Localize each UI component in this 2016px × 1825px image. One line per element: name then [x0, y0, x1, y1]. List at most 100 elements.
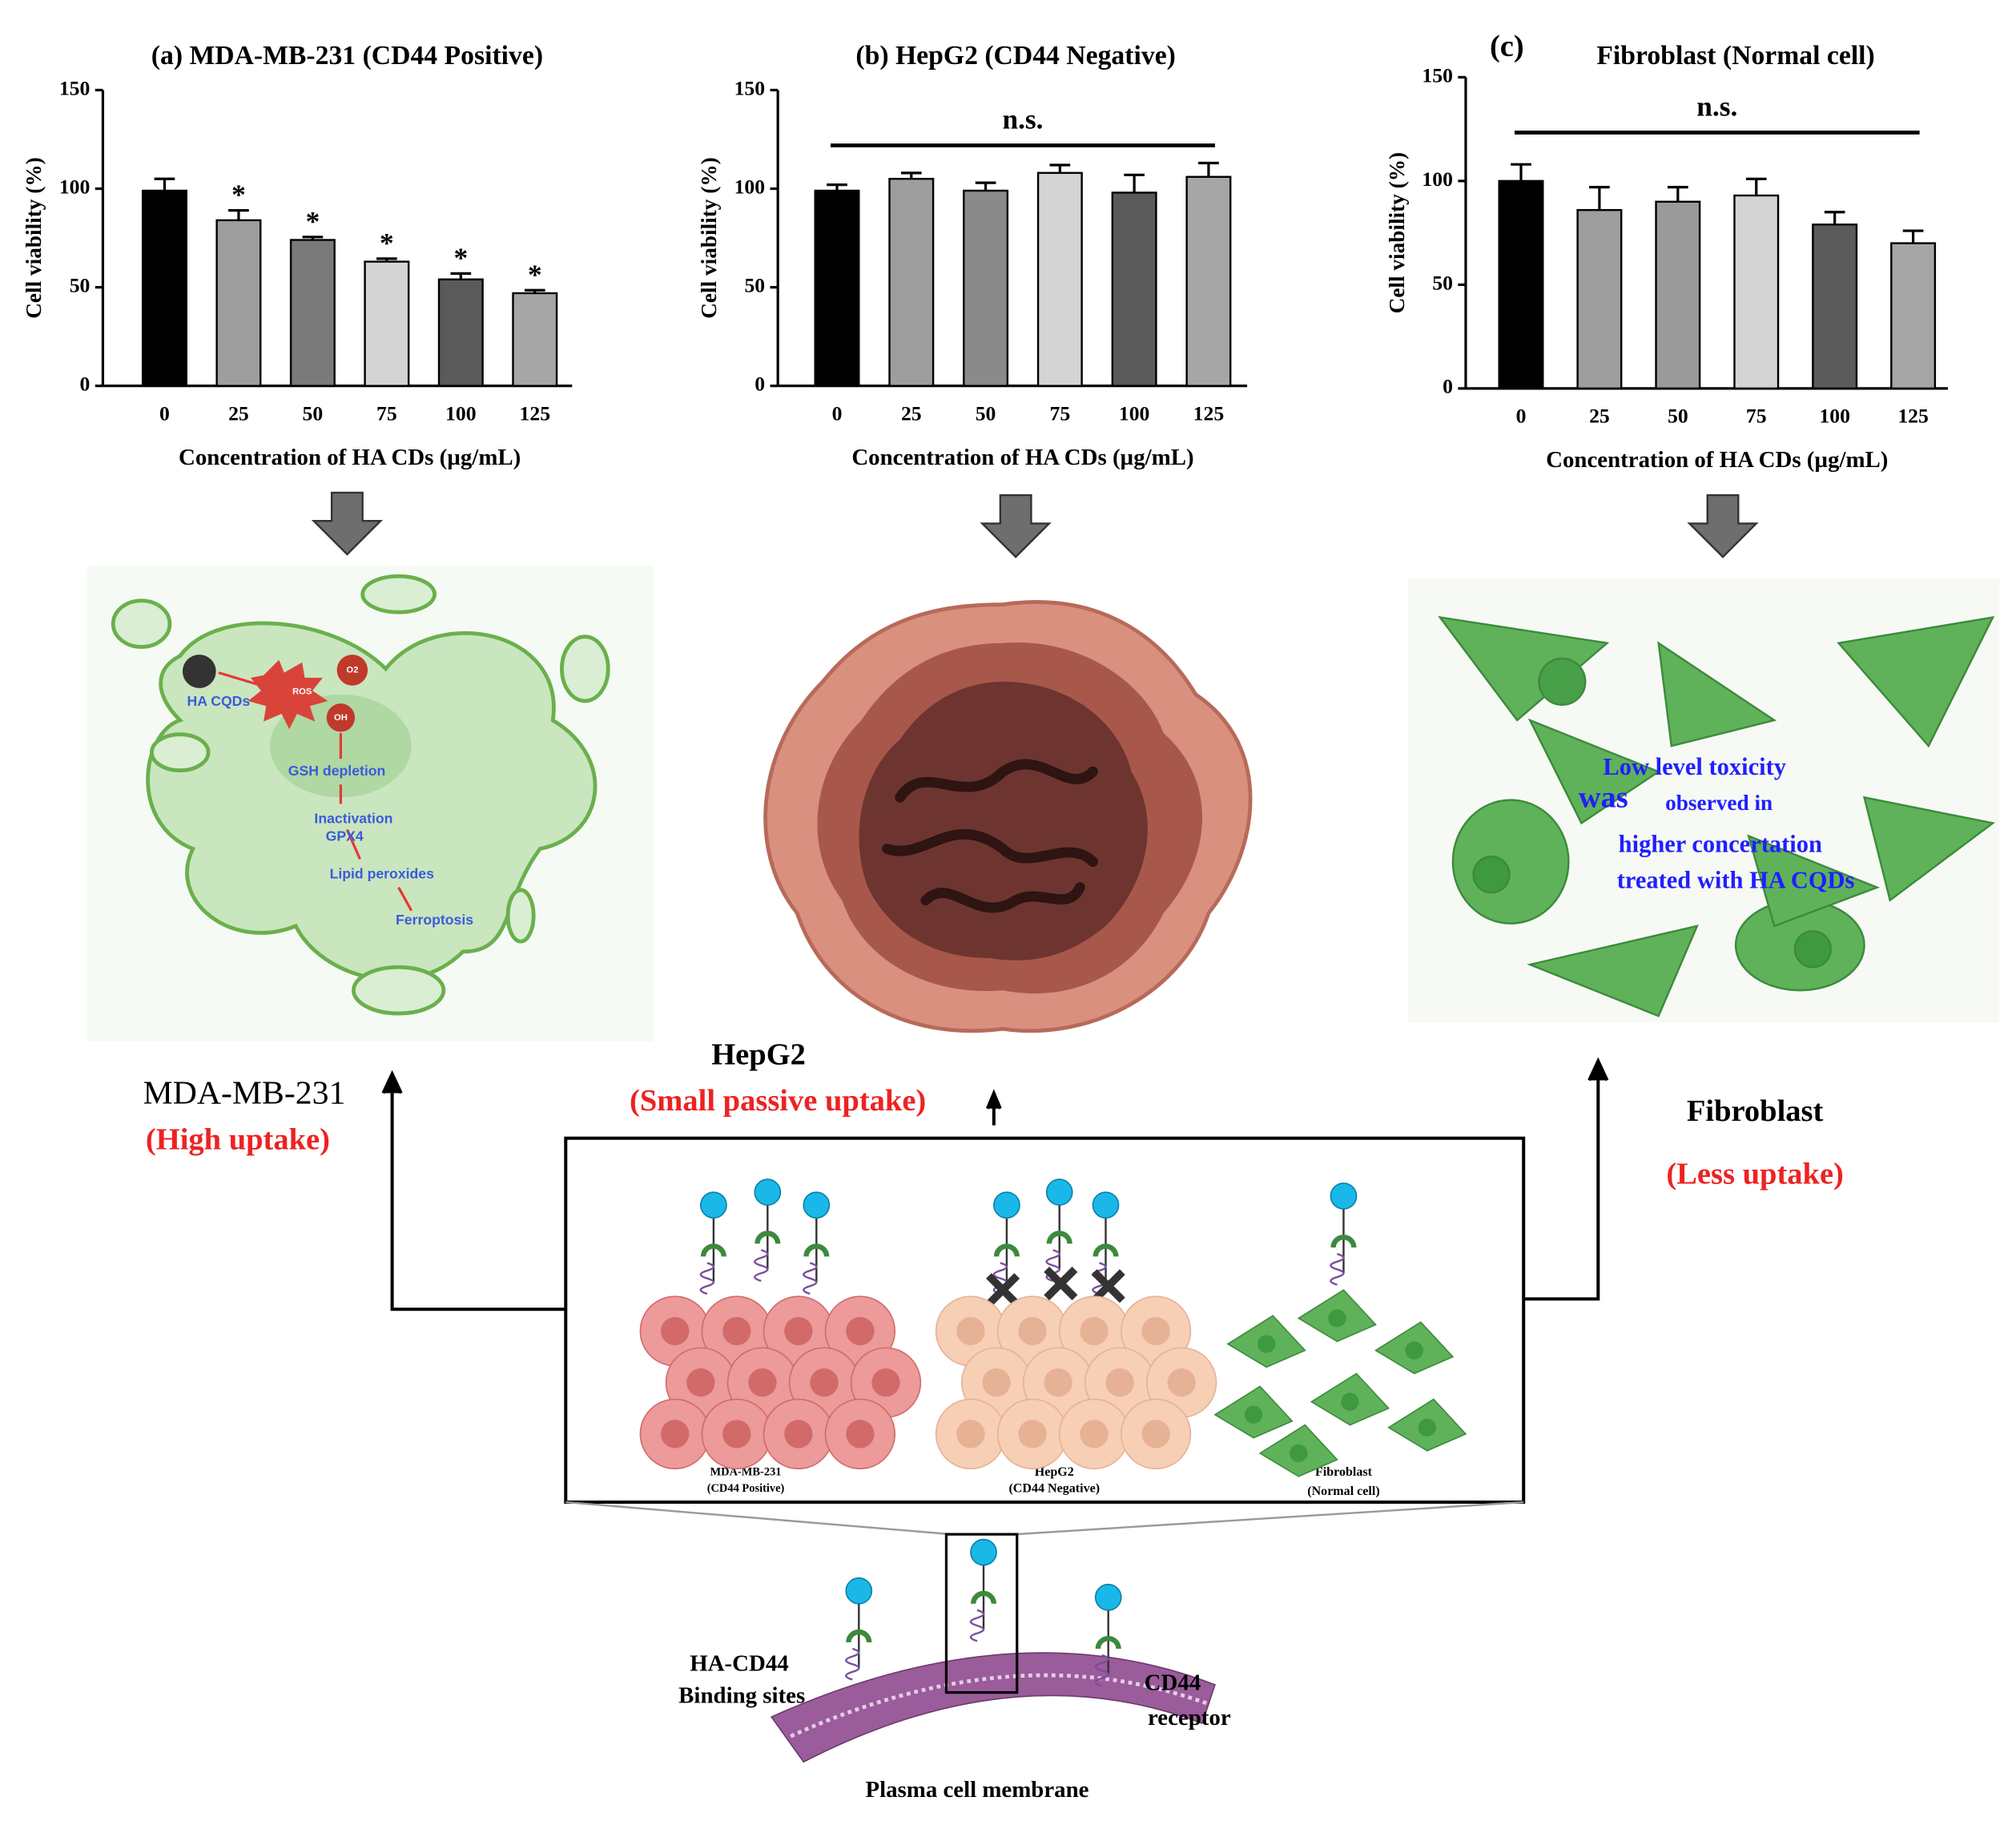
cell-name: Fibroblast [1315, 1465, 1373, 1479]
nucleus [1167, 1368, 1196, 1397]
cell-label: Lipid peroxides [330, 865, 435, 881]
nucleus [1244, 1405, 1263, 1424]
bar [1733, 194, 1780, 390]
arrows [311, 491, 1759, 558]
cell-label: Ferroptosis [396, 912, 473, 928]
x-tick-label: 75 [1746, 405, 1767, 428]
bar [1576, 208, 1623, 390]
nucleus [661, 1420, 690, 1448]
nucleus [722, 1420, 751, 1448]
chart-title: (a) MDA-MB-231 (CD44 Positive) [151, 41, 543, 71]
nucleus [1105, 1368, 1134, 1397]
chart-title: Fibroblast (Normal cell) [1596, 41, 1874, 71]
membrane-title: Plasma cell membrane [865, 1777, 1088, 1803]
bar [1890, 242, 1937, 390]
y-tick-label: 50 [744, 273, 765, 296]
x-tick-label: 0 [832, 401, 843, 425]
bar [512, 292, 558, 387]
y-axis-label: Cell viability (%) [22, 157, 46, 318]
x-tick-label: 25 [228, 401, 249, 425]
uptake-label: (Less uptake) [1666, 1158, 1843, 1191]
x-tick-label: 50 [976, 401, 996, 425]
membrane-label: receptor [1148, 1705, 1231, 1730]
y-axis-label: Cell viability (%) [697, 157, 721, 318]
uptake-name: Fibroblast [1687, 1094, 1824, 1128]
x-tick-label: 100 [445, 401, 477, 425]
nucleus [784, 1316, 813, 1346]
bar [437, 278, 484, 387]
x-tick-label: 125 [1193, 401, 1225, 425]
nucleus [1018, 1316, 1047, 1346]
cell-name: HepG2 [1035, 1465, 1074, 1479]
nucleus [1044, 1368, 1072, 1397]
nucleus [748, 1368, 777, 1397]
uptake-name: MDA-MB-231 [143, 1074, 346, 1111]
significance-mark: * [380, 228, 394, 259]
x-tick-label: 50 [1668, 405, 1688, 428]
cell-label: OH [334, 713, 348, 723]
bar [814, 189, 860, 387]
significance-mark: * [528, 259, 542, 290]
y-axis-label: Cell viability (%) [1385, 152, 1409, 313]
significance-mark: * [231, 179, 246, 211]
y-tick-label: 50 [1432, 271, 1453, 294]
nucleus [1080, 1316, 1109, 1346]
membrane-label: CD44 [1145, 1670, 1201, 1696]
bar [289, 239, 336, 387]
nucleus [956, 1420, 985, 1448]
bar [364, 260, 410, 387]
chart: (a) MDA-MB-231 (CD44 Positive) 0 50 100 150 C… [22, 41, 573, 470]
bar [1185, 175, 1232, 387]
membrane-label: Binding sites [678, 1683, 805, 1709]
x-tick-label: 0 [1516, 405, 1527, 428]
y-tick-label: 0 [1443, 375, 1453, 398]
y-tick-label: 150 [1422, 63, 1453, 87]
nucleus [1141, 1316, 1170, 1346]
y-tick-label: 100 [1422, 167, 1453, 191]
cell-label: O2 [346, 665, 358, 675]
cell-name: MDA-MB-231 [710, 1465, 782, 1478]
cell-label: Inactivation [314, 810, 392, 826]
chart: (b) HepG2 (CD44 Negative) 0 50 100 150 Cell v… [697, 41, 1248, 470]
nucleus [1018, 1420, 1047, 1448]
uptake-label: (High uptake) [146, 1122, 330, 1156]
panel-label: (c) [1490, 30, 1524, 63]
x-tick-label: 25 [901, 401, 922, 425]
annotation: n.s. [1696, 91, 1737, 123]
y-tick-label: 50 [70, 273, 91, 296]
connectors [381, 1057, 1609, 1311]
bar [215, 219, 262, 387]
nucleus [871, 1368, 900, 1397]
y-tick-label: 150 [59, 76, 91, 99]
bar [1498, 179, 1544, 390]
cell-label: GPX4 [326, 828, 364, 844]
fibroblasts: Low level toxicity was observed in highe… [1407, 578, 2000, 1023]
y-tick-label: 100 [734, 175, 766, 198]
nucleus [661, 1316, 690, 1346]
cell-note: (CD44 Negative) [1008, 1482, 1100, 1496]
nucleus [1080, 1420, 1109, 1448]
ferroptosis-cell: HA CQDs ROS O2 OH GSH depletion Inactiva… [87, 566, 654, 1042]
uptake-name: HepG2 [711, 1037, 806, 1071]
cell-note: (Normal cell) [1307, 1485, 1379, 1498]
nucleus [846, 1316, 875, 1346]
x-tick-label: 50 [303, 401, 324, 425]
bar [1111, 191, 1157, 387]
nucleus [1290, 1444, 1308, 1463]
cell-note: (CD44 Positive) [707, 1482, 785, 1495]
toxicity-note: higher concertation [1619, 830, 1822, 857]
x-axis-label: Concentration of HA CDs (µg/mL) [1546, 447, 1888, 473]
uptake-label: (Small passive uptake) [630, 1084, 926, 1118]
x-tick-label: 100 [1119, 401, 1150, 425]
nucleus [846, 1420, 875, 1448]
cell-label: ROS [292, 687, 312, 697]
y-tick-label: 0 [80, 373, 91, 396]
significance-mark: * [453, 242, 468, 273]
x-tick-label: 75 [376, 401, 397, 425]
nucleus [1418, 1418, 1437, 1437]
binding-box: MDA-MB-231 (CD44 Positive) HepG2 (CD44 N… [564, 1136, 1526, 1505]
x-tick-label: 125 [520, 401, 551, 425]
bar [1812, 224, 1858, 390]
nucleus [1405, 1341, 1423, 1360]
